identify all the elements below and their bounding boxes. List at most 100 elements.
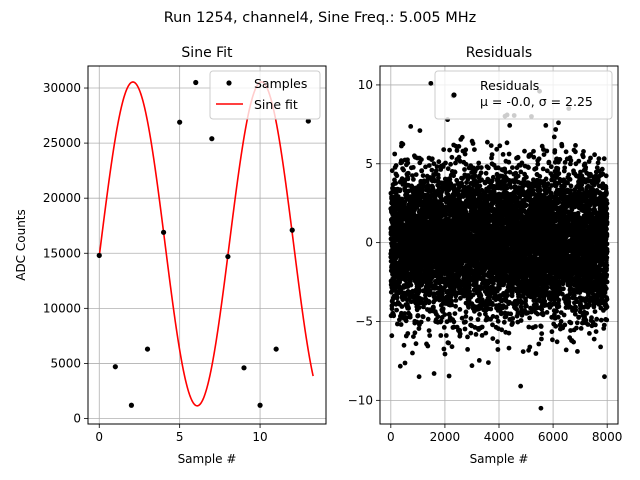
residual-point [463,319,468,325]
sample-point [289,227,295,233]
residual-point [500,152,506,157]
residual-point [405,331,411,336]
sine-fit-y-tick-label: 10000 [43,301,81,315]
residual-point [412,330,418,336]
residual-point [463,309,469,315]
residual-point [445,166,451,172]
residual-point [486,165,491,171]
residual-point [405,176,411,182]
residual-point [416,305,422,310]
residual-point [394,307,399,313]
residual-point [429,167,435,173]
residual-point [501,319,507,325]
residual-point [393,163,399,168]
residual-point [466,304,471,310]
residual-point [419,168,425,174]
residual-point [448,161,453,167]
sine-fit-legend: Samples Sine fit [209,70,321,120]
residual-point [472,147,477,153]
sample-point [193,79,199,86]
legend-samples-marker [226,80,232,86]
residual-point [465,347,470,352]
sine-fit-y-tick-label: 5000 [50,356,81,370]
residual-point [436,175,441,181]
residual-point [478,170,484,176]
residual-point [418,296,424,302]
residual-point [507,123,513,128]
sine-fit-grid [88,66,326,424]
residual-point [389,306,395,312]
residual-point [427,289,433,294]
residual-point [410,173,415,179]
residual-point [394,173,400,179]
residual-point [418,319,424,325]
sine-fit-ylabel: ADC Counts [14,209,28,281]
sine-fit-xlabel: Sample # [178,452,237,466]
residual-point [416,374,422,380]
sine-fit-curve-layer [98,81,314,407]
residual-point [483,330,489,336]
residual-point [402,311,408,316]
residual-point [451,319,457,325]
residual-point [421,304,426,310]
residual-point [444,212,449,218]
residual-point [506,345,512,351]
residual-point [510,320,515,326]
residual-point [413,172,419,178]
sine-fit-title: Sine Fit [181,45,233,61]
sine-fit-y-tick-label: 15000 [43,246,81,260]
residual-point [442,312,448,317]
residual-point [411,334,416,339]
residual-point [490,336,496,341]
residual-point [407,314,413,320]
residual-point [465,334,470,340]
sine-fit-panel: Sine Fit 0 5 10050001000015000200002500030… [14,45,327,466]
residual-point [446,373,452,379]
sample-point [225,253,231,260]
residual-point [441,147,447,153]
residual-point [389,333,395,339]
residual-point [447,176,453,182]
residual-point [452,169,458,175]
residual-point [515,155,521,161]
residual-point [518,318,524,323]
residual-point [456,144,462,149]
residual-point [495,339,500,345]
residual-point [515,173,521,179]
legend-samples-label: Samples [254,76,307,91]
residual-point [395,321,400,327]
residual-point [478,165,484,171]
residual-point [443,160,448,166]
residual-point [489,152,495,158]
residual-point [420,173,426,179]
residual-point [453,303,458,309]
residual-point [419,157,424,163]
sample-point [273,346,279,352]
residual-point [395,194,401,199]
residual-point [442,351,448,357]
residual-point [416,326,422,331]
residual-point [408,282,414,288]
residual-point [452,311,458,316]
residual-point [508,311,514,317]
residual-points-layer [388,80,610,411]
residual-point [520,349,526,354]
sine-fit-y-tick-label: 20000 [43,191,81,205]
residual-point [462,326,468,332]
residual-point [454,148,460,153]
residual-point [404,315,409,320]
residual-point [397,187,403,193]
residual-point [425,343,431,349]
residual-point [473,332,479,337]
residual-point [425,316,431,322]
residual-point [449,344,455,350]
residual-point [488,143,494,149]
residual-point [477,183,483,189]
residual-point [459,134,465,140]
residual-point [423,164,428,170]
residual-point [495,318,501,324]
residual-point [468,316,474,321]
residual-point [463,147,469,153]
